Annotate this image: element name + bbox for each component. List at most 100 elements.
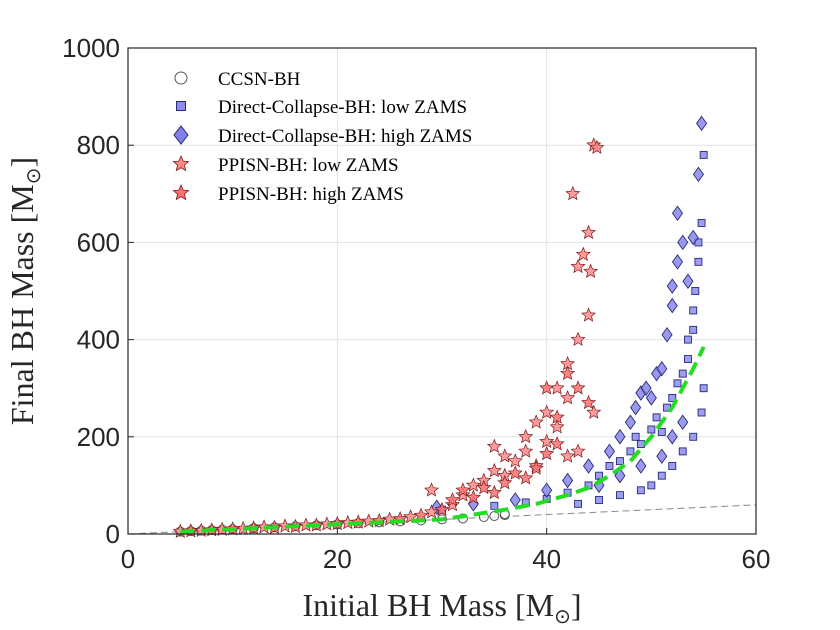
legend-label-ppisn-high: PPISN-BH: high ZAMS	[218, 184, 404, 205]
data-point	[697, 408, 706, 417]
legend-label-dc-high: Direct-Collapse-BH: high ZAMS	[218, 126, 472, 147]
data-point	[677, 234, 689, 251]
data-point	[549, 436, 565, 451]
data-point	[656, 360, 668, 377]
data-point	[689, 325, 698, 334]
legend-label-ccsn: CCSN-BH	[218, 69, 301, 90]
legend-label-ppisn-low: PPISN-BH: low ZAMS	[218, 155, 399, 176]
legend-marker-star	[172, 154, 190, 172]
data-point	[582, 458, 595, 474]
data-point	[694, 257, 703, 266]
data-point	[434, 501, 450, 517]
plot-area	[128, 48, 756, 534]
data-point	[565, 185, 581, 201]
x-tick-label: 60	[742, 544, 771, 574]
data-point	[583, 263, 599, 278]
data-point	[626, 447, 635, 456]
x-tick-label: 20	[323, 544, 352, 574]
legend-label-dc-low: Direct-Collapse-BH: low ZAMS	[218, 97, 467, 118]
data-point	[678, 369, 687, 378]
data-point	[666, 278, 678, 294]
data-point	[256, 519, 272, 534]
data-point	[605, 462, 614, 470]
data-point	[562, 472, 574, 489]
data-point	[647, 481, 656, 490]
data-point	[696, 115, 708, 132]
data-point	[539, 445, 555, 461]
data-point	[692, 166, 704, 183]
data-point	[657, 427, 666, 436]
data-point	[528, 460, 544, 475]
y-tick-label: 200	[77, 422, 120, 452]
fit-line	[180, 346, 706, 534]
data-point	[640, 380, 652, 396]
y-tick-label: 600	[77, 227, 120, 257]
y-axis-title: Final BH Mass [M⊙]	[4, 157, 45, 425]
data-point	[668, 462, 677, 470]
data-point	[603, 443, 616, 460]
y-axis-title-text: Final BH Mass [M	[4, 184, 40, 425]
data-point	[699, 384, 708, 393]
data-point	[518, 443, 534, 458]
data-point	[497, 475, 513, 490]
data-point	[455, 482, 471, 497]
data-point	[691, 287, 700, 295]
data-point	[647, 425, 656, 434]
data-point	[444, 492, 460, 507]
x-axis-title-text: Initial BH Mass [M	[303, 587, 555, 623]
data-point	[656, 448, 668, 465]
data-point	[539, 380, 555, 395]
data-point	[684, 355, 692, 363]
data-point	[689, 432, 698, 441]
x-axis-title: Initial BH Mass [M⊙]	[303, 587, 582, 628]
data-point	[589, 139, 605, 155]
data-point	[661, 326, 673, 343]
data-point	[684, 335, 692, 344]
data-point	[539, 433, 555, 449]
data-point	[687, 229, 699, 246]
data-point	[518, 470, 534, 485]
data-point	[574, 499, 583, 508]
y-tick-label: 0	[106, 519, 120, 549]
legend-marker-diamond	[173, 125, 189, 145]
legend: CCSN-BH Direct-Collapse-BH: low ZAMS Dir…	[172, 69, 472, 205]
data-point	[636, 486, 645, 495]
data-point	[560, 365, 576, 381]
data-point	[518, 428, 534, 444]
data-point	[635, 458, 647, 474]
data-point	[424, 504, 440, 519]
legend-entry-ccsn: CCSN-BH	[174, 69, 301, 90]
data-point	[581, 224, 597, 240]
data-point	[549, 419, 565, 434]
data-point	[671, 205, 684, 222]
legend-marker-circle	[174, 71, 188, 85]
x-axis-sun-symbol: ⊙	[554, 606, 571, 628]
data-point	[277, 518, 293, 533]
x-tick-label: 40	[532, 544, 561, 574]
data-point	[570, 380, 586, 395]
data-point	[560, 390, 576, 405]
data-point	[673, 379, 682, 388]
data-point	[689, 306, 698, 315]
y-tick-label: 400	[77, 325, 120, 355]
data-point	[677, 414, 689, 430]
data-point	[541, 482, 553, 499]
data-point	[671, 254, 684, 270]
grid-lines	[128, 48, 756, 534]
y-axis-sun-symbol: ⊙	[23, 167, 45, 184]
data-point	[486, 438, 502, 453]
data-point	[668, 393, 677, 402]
data-point	[614, 467, 626, 484]
data-point	[507, 453, 523, 468]
data-point	[652, 413, 661, 422]
legend-marker-star	[172, 183, 190, 201]
legend-entry-ppisn-high: PPISN-BH: high ZAMS	[172, 183, 404, 205]
data-point	[657, 471, 666, 480]
data-point	[699, 150, 708, 159]
data-point	[465, 489, 481, 504]
data-point	[595, 496, 603, 504]
legend-entry-dc-low: Direct-Collapse-BH: low ZAMS	[176, 97, 467, 118]
